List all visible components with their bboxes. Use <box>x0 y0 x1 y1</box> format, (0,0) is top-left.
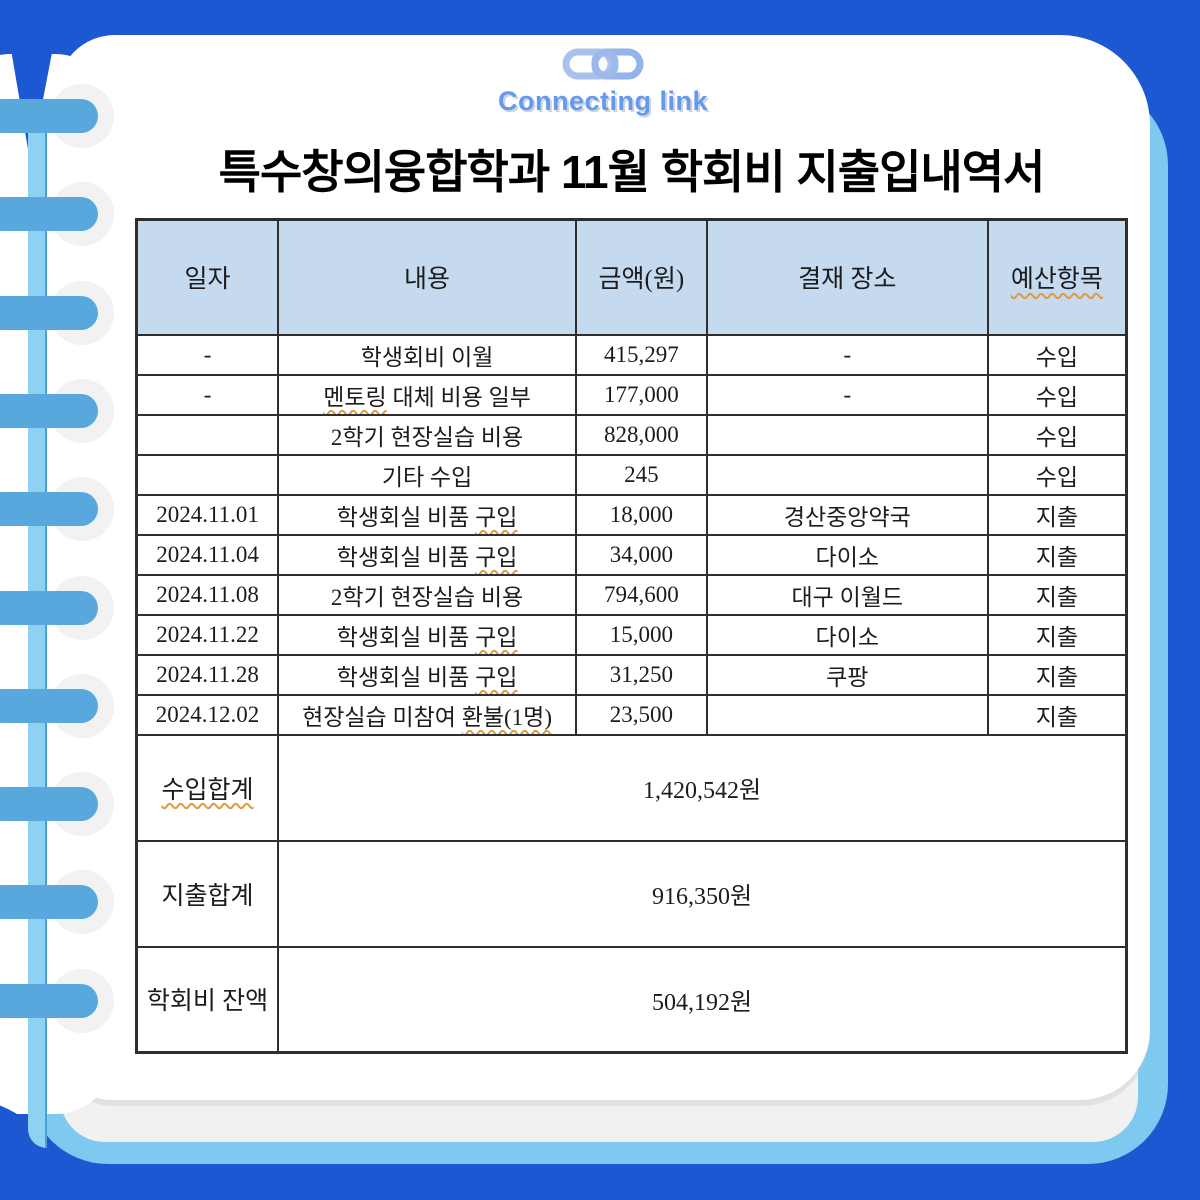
table-row: - 멘토링 대체 비용 일부 177,000- 수입 <box>135 373 1128 416</box>
cell-budget: 지출 <box>986 573 1128 616</box>
table-row: 2024.11.04 학생회실 비품 구입 34,000 다이소 지출 <box>135 533 1128 576</box>
cell-date: 2024.11.01 <box>135 493 280 536</box>
cell-place: 대구 이월드 <box>705 573 989 616</box>
summary-row: 학회비 잔액 504,192원 <box>135 945 1128 1054</box>
cell-budget: 지출 <box>986 493 1128 536</box>
cell-budget: 수입 <box>986 413 1128 456</box>
cell-amount: 34,000 <box>575 533 708 576</box>
table-row: - 학생회비 이월 415,297- 수입 <box>135 333 1128 376</box>
cell-date: - <box>135 373 280 416</box>
cell-budget: 지출 <box>986 693 1128 736</box>
table-row: 2024.12.02 현장실습 미참여 환불(1명) 23,500 지출 <box>135 693 1128 736</box>
table-header-row: 일자 내용 금액(원) 결재 장소 예산항목 <box>135 218 1128 336</box>
cell-content: 멘토링 대체 비용 일부 <box>277 373 578 416</box>
column-header: 금액(원) <box>575 218 708 336</box>
summary-row: 수입합계 1,420,542원 <box>135 733 1128 842</box>
column-header: 일자 <box>135 218 280 336</box>
column-header: 예산항목 <box>986 218 1128 336</box>
table-row: 2024.11.01 학생회실 비품 구입 18,000 경산중앙약국 지출 <box>135 493 1128 536</box>
cell-place <box>705 693 989 736</box>
cell-amount: 23,500 <box>575 693 708 736</box>
summary-value: 916,350원 <box>277 839 1128 948</box>
summary-value: 1,420,542원 <box>277 733 1128 842</box>
page-title: 특수창의융합학과 11월 학회비 지출입내역서 <box>218 146 1046 198</box>
spiral-ring <box>0 590 98 625</box>
summary-label: 지출합계 <box>135 839 280 948</box>
spiral-ring <box>0 787 98 822</box>
brand-name: Connecting link <box>498 86 708 116</box>
brand-logo: Connecting link <box>0 44 1200 117</box>
cell-budget: 지출 <box>986 613 1128 656</box>
cell-place: 경산중앙약국 <box>705 493 989 536</box>
cell-amount: 415,297 <box>575 333 708 376</box>
column-header: 결재 장소 <box>705 218 989 336</box>
cell-date: 2024.11.22 <box>135 613 280 656</box>
spiral-ring <box>0 983 98 1018</box>
cell-budget: 지출 <box>986 533 1128 576</box>
cell-date: 2024.11.28 <box>135 653 280 696</box>
spiral-ring <box>0 295 98 330</box>
cell-place: 다이소 <box>705 533 989 576</box>
cell-place <box>705 453 989 496</box>
cell-content: 현장실습 미참여 환불(1명) <box>277 693 578 736</box>
cell-place <box>705 413 989 456</box>
chain-link-icon <box>562 48 644 80</box>
summary-label: 수입합계 <box>135 733 280 842</box>
cell-amount: 828,000 <box>575 413 708 456</box>
cell-date: 2024.11.08 <box>135 573 280 616</box>
cell-date: 2024.11.04 <box>135 533 280 576</box>
cell-amount: 31,250 <box>575 653 708 696</box>
cell-amount: 245 <box>575 453 708 496</box>
cell-date: - <box>135 333 280 376</box>
cell-budget: 수입 <box>986 373 1128 416</box>
cell-budget: 수입 <box>986 453 1128 496</box>
cell-date <box>135 413 280 456</box>
cell-budget: 지출 <box>986 653 1128 696</box>
cell-amount: 18,000 <box>575 493 708 536</box>
table-row: 2024.11.22 학생회실 비품 구입 15,000 다이소 지출 <box>135 613 1128 656</box>
expense-table: 일자 내용 금액(원) 결재 장소 예산항목 - 학생회비 이월 415,297- 수입 - 멘토… <box>135 218 1128 1054</box>
spiral-ring <box>0 688 98 723</box>
spiral-ring <box>0 492 98 527</box>
cell-amount: 177,000 <box>575 373 708 416</box>
cell-content: 학생회실 비품 구입 <box>277 493 578 536</box>
cell-content: 학생회실 비품 구입 <box>277 653 578 696</box>
table-row: 2024.11.28 학생회실 비품 구입 31,250 쿠팡 지출 <box>135 653 1128 696</box>
table-row: 2024.11.08 2학기 현장실습 비용 794,600 대구 이월드 지출 <box>135 573 1128 616</box>
cell-budget: 수입 <box>986 333 1128 376</box>
cell-content: 2학기 현장실습 비용 <box>277 413 578 456</box>
summary-label: 학회비 잔액 <box>135 945 280 1054</box>
cell-content: 학생회실 비품 구입 <box>277 613 578 656</box>
cell-content: 2학기 현장실습 비용 <box>277 573 578 616</box>
spiral-ring <box>0 885 98 920</box>
cell-place: 쿠팡 <box>705 653 989 696</box>
cell-amount: 15,000 <box>575 613 708 656</box>
column-header: 내용 <box>277 218 578 336</box>
summary-row: 지출합계 916,350원 <box>135 839 1128 948</box>
table-row: 2학기 현장실습 비용 828,000 수입 <box>135 413 1128 456</box>
cell-amount: 794,600 <box>575 573 708 616</box>
cell-date <box>135 453 280 496</box>
cell-place: - <box>705 373 989 416</box>
table-row: 기타 수입 245 수입 <box>135 453 1128 496</box>
cell-place: 다이소 <box>705 613 989 656</box>
cell-content: 학생회비 이월 <box>277 333 578 376</box>
spiral-ring <box>0 197 98 232</box>
summary-value: 504,192원 <box>277 945 1128 1054</box>
spiral-ring <box>0 393 98 428</box>
cell-place: - <box>705 333 989 376</box>
cell-date: 2024.12.02 <box>135 693 280 736</box>
cell-content: 학생회실 비품 구입 <box>277 533 578 576</box>
spiral-ring <box>0 99 98 133</box>
cell-content: 기타 수입 <box>277 453 578 496</box>
